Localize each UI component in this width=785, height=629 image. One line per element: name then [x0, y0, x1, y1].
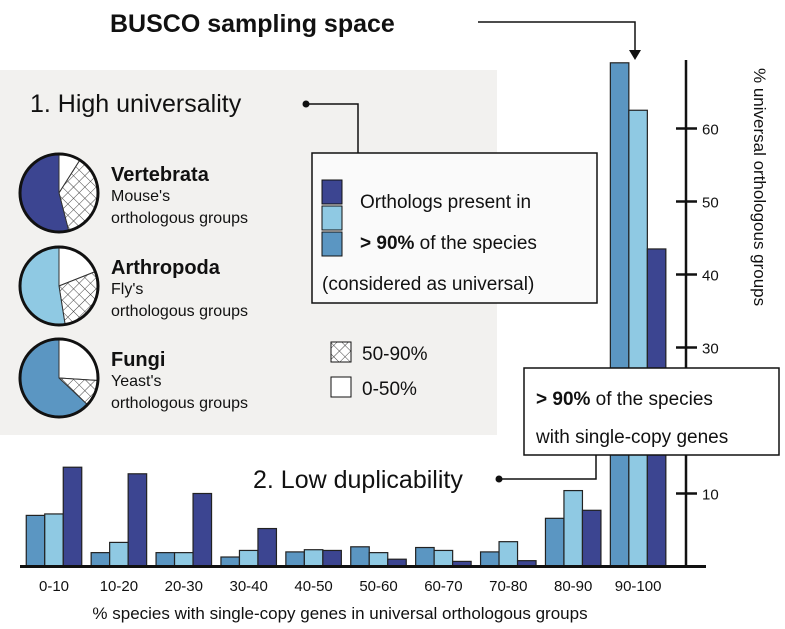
x-tick-label: 10-20 [100, 578, 138, 595]
clade-arthropoda: Arthropoda Fly's orthologous groups [18, 245, 248, 327]
white-legend-label: 0-50% [362, 379, 417, 400]
bar-fungi-20-30 [155, 552, 176, 568]
x-tick-label: 40-50 [294, 578, 332, 595]
pie-outline [18, 337, 100, 419]
clade-name: Vertebrata [111, 164, 210, 186]
bar-fungi-90-100 [609, 62, 630, 568]
bar-vertebrata-0-10 [62, 466, 83, 568]
bar-fungi-50-60 [350, 546, 370, 568]
arthropoda-swatch [321, 205, 343, 231]
title-connector [478, 21, 636, 52]
bar-arthropoda-80-90 [563, 489, 584, 568]
bar-arthropoda-90-100 [628, 109, 648, 568]
bar-arthropoda-10-20 [109, 541, 129, 568]
universal-definition-box: Orthologs present in > 90% of the specie… [311, 152, 598, 304]
white-swatch [330, 376, 352, 398]
bar-fungi-70-80 [479, 551, 500, 568]
x-tick-label: 50-60 [359, 578, 397, 595]
single-copy-line2: with single-copy genes [535, 427, 728, 448]
y-tick-label: 10 [702, 487, 719, 504]
single-copy-threshold: > 90% [536, 389, 591, 410]
bar-fungi-80-90 [544, 517, 565, 568]
x-tick-label: 70-80 [489, 578, 527, 595]
clade-species: Yeast's [111, 373, 162, 390]
universality-connector [306, 103, 359, 153]
bar-vertebrata-80-90 [581, 509, 602, 568]
bar-arthropoda-40-50 [303, 549, 324, 568]
clade-description: orthologous groups [111, 395, 248, 412]
bar-vertebrata-30-40 [257, 527, 278, 568]
bar-fungi-60-70 [415, 546, 435, 568]
low-duplicability-label: 2. Low duplicability [253, 466, 463, 494]
bar-arthropoda-0-10 [44, 513, 64, 568]
x-tick-label: 20-30 [165, 578, 203, 595]
pie-outline [18, 245, 100, 327]
hatched-swatch [330, 341, 352, 363]
x-tick-label: 0-10 [39, 578, 69, 595]
y-tick-label: 50 [702, 195, 719, 212]
bar-vertebrata-40-50 [322, 549, 342, 568]
x-tick-label: 80-90 [554, 578, 592, 595]
clade-species: Fly's [111, 281, 143, 298]
clade-description: orthologous groups [111, 303, 248, 320]
x-tick-label: 60-70 [424, 578, 462, 595]
universal-line2-rest: of the species [414, 233, 537, 254]
single-copy-definition-box: > 90% of the species with single-copy ge… [523, 367, 780, 456]
single-copy-line1-rest: of the species [590, 389, 713, 410]
x-tick-label: 90-100 [615, 578, 662, 595]
pie-outline [18, 152, 100, 234]
clade-vertebrata: Vertebrata Mouse's orthologous groups [18, 152, 248, 234]
fungi-swatch [321, 231, 343, 257]
universal-line1: Orthologs present in [360, 192, 531, 213]
figure-title: BUSCO sampling space [110, 10, 395, 38]
clade-description: orthologous groups [111, 210, 248, 227]
bar-vertebrata-20-30 [192, 492, 213, 568]
bar-vertebrata-10-20 [127, 473, 148, 568]
clade-fungi: Fungi Yeast's orthologous groups [18, 337, 248, 419]
clade-name: Fungi [111, 349, 165, 371]
bar-fungi-10-20 [90, 552, 111, 568]
single-copy-line1: > 90% of the species [536, 389, 713, 410]
clade-name: Arthropoda [111, 257, 221, 279]
hatched-legend-label: 50-90% [362, 344, 428, 365]
bar-fungi-0-10 [25, 514, 46, 568]
high-universality-label: 1. High universality [30, 90, 242, 118]
bar-arthropoda-20-30 [173, 552, 194, 568]
x-tick-label: 30-40 [230, 578, 268, 595]
y-tick-label: 60 [702, 122, 719, 139]
bar-arthropoda-70-80 [498, 541, 519, 568]
y-tick-label: 30 [702, 341, 719, 358]
universal-line3: (considered as universal) [322, 274, 534, 295]
bar-arthropoda-50-60 [368, 552, 389, 568]
bar-arthropoda-60-70 [433, 549, 454, 568]
x-axis-title: % species with single-copy genes in univ… [92, 604, 587, 623]
bar-arthropoda-30-40 [238, 549, 259, 568]
bar-fungi-40-50 [285, 551, 305, 568]
y-axis-title: % universal orthologous groups [750, 68, 769, 306]
y-tick-label: 40 [702, 268, 719, 285]
duplicability-connector [499, 455, 597, 480]
universal-line2: > 90% of the species [360, 233, 537, 254]
arrow-down-icon [629, 50, 641, 60]
universal-threshold: > 90% [360, 233, 415, 254]
vertebrata-swatch [321, 179, 343, 205]
clade-species: Mouse's [111, 188, 170, 205]
